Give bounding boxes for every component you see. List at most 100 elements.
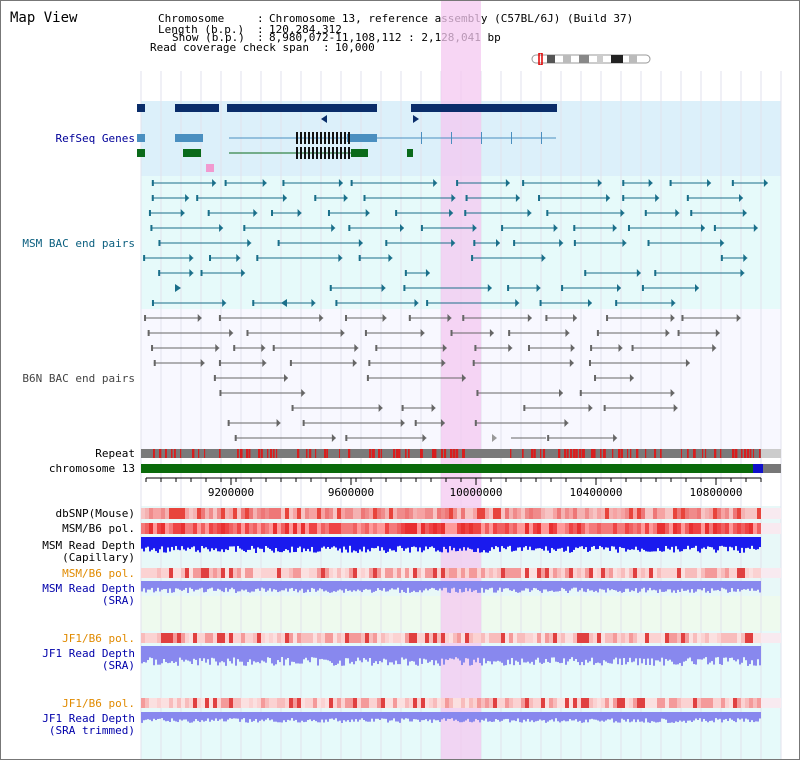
msm-depth-sra-bar: [161, 581, 163, 590]
bac-end: [474, 345, 477, 351]
msm-depth-sra-bar: [651, 581, 653, 591]
bac-end: [731, 180, 734, 186]
jf1-depth-sra-bar: [485, 646, 487, 664]
jf1-depth-sra-bar: [169, 646, 171, 663]
bac-end: [631, 345, 634, 351]
jf1-b6-pol-2-heat: [625, 698, 629, 708]
jf1-depth-sra-bar: [443, 646, 445, 665]
msm-depth-sra-bar: [227, 581, 229, 592]
gene-exon: [481, 132, 482, 144]
msm-depth-sra-bar: [301, 581, 303, 589]
msm-depth-sra-bar: [587, 581, 589, 589]
jf1-b6-pol-heat: [641, 633, 645, 643]
msm-depth-sra-bar: [697, 581, 699, 590]
dbsnp-heat: [209, 508, 213, 519]
dbsnp-heat: [205, 508, 209, 519]
track-label-repeat[interactable]: Repeat: [95, 447, 135, 460]
bac-end: [147, 330, 150, 336]
msm-depth-capillary-bar: [337, 537, 339, 551]
gene-block: [137, 149, 145, 157]
track-label-chromosome[interactable]: chromosome 13: [48, 462, 135, 475]
msm-b6-pol-sra-heat: [281, 568, 285, 578]
track-label-jf1-depth-sra[interactable]: JF1 Read Depth: [42, 647, 135, 660]
msm-depth-sra-bar: [309, 581, 311, 592]
track-label-dbsnp[interactable]: dbSNP(Mouse): [55, 507, 135, 520]
track-label-jf1-depth-trimmed[interactable]: JF1 Read Depth: [42, 712, 135, 725]
repeat-element: [420, 449, 423, 458]
track-label-msm-depth-capillary[interactable]: MSM Read Depth: [42, 539, 135, 552]
repeat-element: [456, 449, 459, 458]
jf1-depth-sra-bar: [735, 646, 737, 662]
jf1-depth-sra-bar: [223, 646, 225, 663]
jf1-depth-sra-bar: [363, 646, 365, 659]
msm-depth-sra-bar: [241, 581, 243, 590]
msm-depth-capillary-bar: [723, 537, 725, 547]
jf1-depth-trimmed-bar: [637, 712, 639, 720]
jf1-b6-pol-2-heat: [453, 698, 457, 708]
axis-tick-label: 9600000: [328, 486, 374, 499]
msm-depth-sra-bar: [465, 581, 467, 588]
msm-b6-pol-heat: [473, 523, 477, 534]
msm-b6-pol-sra-heat: [401, 568, 405, 578]
msm-depth-capillary-bar: [743, 537, 745, 553]
msm-depth-sra-bar: [165, 581, 167, 590]
jf1-b6-pol-heat: [381, 633, 385, 643]
track-label-b6n-bac[interactable]: B6N BAC end pairs: [22, 372, 135, 385]
msm-depth-sra-bar: [347, 581, 349, 591]
chromosome-ideogram[interactable]: [531, 53, 653, 65]
jf1-depth-sra-bar: [311, 646, 313, 658]
msm-depth-sra-bar: [353, 581, 355, 591]
msm-depth-sra-bar: [499, 581, 501, 588]
bac-end: [440, 419, 445, 427]
jf1-depth-trimmed-bar: [489, 712, 491, 722]
jf1-b6-pol-heat: [325, 633, 329, 643]
msm-b6-pol-heat: [413, 523, 417, 534]
jf1-depth-sra-bar: [231, 646, 233, 664]
msm-depth-sra-bar: [521, 581, 523, 591]
jf1-b6-pol-heat: [377, 633, 381, 643]
bac-end: [151, 195, 154, 201]
jf1-depth-trimmed-bar: [283, 712, 285, 721]
jf1-depth-sra-bar: [507, 646, 509, 660]
jf1-depth-trimmed-bar: [379, 712, 381, 720]
repeat-element: [249, 449, 251, 458]
jf1-depth-sra-bar: [163, 646, 165, 660]
dbsnp-heat: [753, 508, 757, 519]
jf1-depth-trimmed-bar: [181, 712, 183, 721]
dbsnp-heat: [449, 508, 453, 519]
jf1-b6-pol-heat: [201, 633, 205, 643]
track-label-msm-depth-sra[interactable]: MSM Read Depth: [42, 582, 135, 595]
msm-depth-capillary-bar: [709, 537, 711, 547]
track-label-jf1-b6-pol[interactable]: JF1/B6 pol.: [62, 632, 135, 645]
jf1-b6-pol-heat: [317, 633, 321, 643]
jf1-b6-pol-heat: [389, 633, 393, 643]
msm-depth-capillary-bar: [695, 537, 697, 546]
jf1-depth-trimmed-bar: [549, 712, 551, 721]
msm-depth-capillary-bar: [155, 537, 157, 552]
dbsnp-heat: [445, 508, 449, 519]
jf1-b6-pol-heat: [445, 633, 449, 643]
msm-b6-pol-sra-heat: [433, 568, 437, 578]
track-label-msm-b6-pol[interactable]: MSM/B6 pol.: [62, 522, 135, 535]
jf1-depth-trimmed-bar: [377, 712, 379, 719]
jf1-b6-pol-heat: [289, 633, 293, 643]
track-label-msm-b6-pol-sra[interactable]: MSM/B6 pol.: [62, 567, 135, 580]
track-label-msm-bac[interactable]: MSM BAC end pairs: [22, 237, 135, 250]
jf1-depth-trimmed-bar: [661, 712, 663, 719]
bac-end: [425, 269, 430, 277]
jf1-depth-trimmed-bar: [393, 712, 395, 719]
msm-depth-sra-bar: [721, 581, 723, 588]
jf1-depth-sra-bar: [245, 646, 247, 666]
track-label-refseq-genes[interactable]: RefSeq Genes: [55, 132, 135, 145]
bac-end: [492, 434, 497, 442]
jf1-depth-sra-bar: [603, 646, 605, 661]
dbsnp-heat: [237, 508, 241, 519]
bac-end: [564, 419, 569, 427]
msm-b6-pol-heat: [313, 523, 317, 534]
track-label-jf1-b6-pol-2[interactable]: JF1/B6 pol.: [62, 697, 135, 710]
msm-depth-sra-bar: [627, 581, 629, 589]
msm-depth-capillary-bar: [339, 537, 341, 549]
jf1-depth-trimmed-bar: [443, 712, 445, 719]
msm-depth-capillary-bar: [547, 537, 549, 551]
jf1-b6-pol-2-heat: [701, 698, 705, 708]
